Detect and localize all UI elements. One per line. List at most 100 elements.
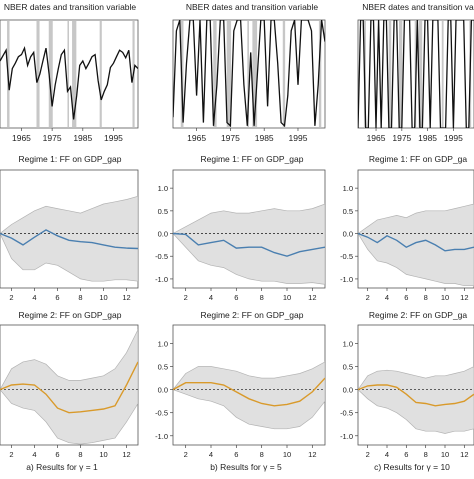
y-tick-label: 0.5 [343,207,353,216]
x-tick-label: 1985 [73,133,92,143]
panel-title: NBER dates and transition variable [4,2,137,12]
y-tick-label: -0.5 [340,252,353,261]
x-tick-label: 1995 [104,133,123,143]
x-tick-label: 1965 [367,133,386,143]
confidence-band [173,361,325,430]
recession-bar [48,20,53,128]
recession-bar [213,20,217,128]
x-tick-label: 1975 [43,133,62,143]
x-tick-label: 1985 [418,133,437,143]
impulse-response-line [173,232,325,257]
recession-bar [36,20,40,128]
y-tick-label: -1.0 [155,275,168,284]
x-tick-label: 12 [460,293,468,302]
transition-series-line [358,20,474,128]
recession-bar [252,20,258,128]
impulse-response-line [0,361,138,414]
recession-bar [99,20,102,128]
x-tick-label: 12 [122,450,130,459]
x-tick-label: 6 [55,450,59,459]
x-tick-label: 8 [260,293,264,302]
confidence-band [173,203,325,285]
x-tick-label: 4 [385,293,389,302]
panel-title: Regime 2: FF on GDP_ga [369,310,468,320]
x-tick-label: 1975 [221,133,240,143]
panel-caption: b) Results for γ = 5 [210,462,282,472]
panel-title: NBER dates and transition va [362,2,474,12]
panel-frame [357,169,474,289]
x-tick-label: 2 [9,450,13,459]
recession-bar [318,20,322,128]
y-tick-label: 0.5 [158,207,168,216]
panel-title: Regime 1: FF on GDP_ga [369,154,468,164]
x-tick-label: 12 [308,450,316,459]
impulse-response-line [0,229,138,250]
x-tick-label: 2 [184,293,188,302]
x-tick-label: 8 [424,450,428,459]
y-tick-label: 0.0 [343,230,353,239]
panel-caption: a) Results for γ = 1 [26,462,98,472]
x-tick-label: 4 [32,293,36,302]
x-tick-label: 12 [308,293,316,302]
transition-series-line [0,45,138,120]
y-tick-label: 1.0 [158,184,168,193]
recession-bar [247,20,249,128]
x-tick-label: 10 [283,293,291,302]
x-tick-label: 1965 [12,133,31,143]
y-tick-label: 1.0 [158,339,168,348]
y-tick-label: 1.0 [343,339,353,348]
x-tick-label: 12 [460,450,468,459]
x-tick-label: 6 [55,293,59,302]
x-tick-label: 8 [260,450,264,459]
y-tick-label: 0.0 [158,230,168,239]
confidence-band [358,366,474,434]
x-tick-label: 6 [404,450,408,459]
y-tick-label: 0.0 [343,386,353,395]
panel-title: Regime 1: FF on GDP_gap [19,154,122,164]
recession-bar [441,20,444,128]
y-tick-label: -1.0 [340,432,353,441]
x-tick-label: 6 [404,293,408,302]
x-tick-label: 4 [209,293,213,302]
x-tick-label: 10 [99,450,107,459]
x-tick-label: 6 [234,293,238,302]
x-tick-label: 10 [441,293,449,302]
x-tick-label: 1985 [255,133,274,143]
x-tick-label: 4 [32,450,36,459]
y-tick-label: -0.5 [155,252,168,261]
recession-bar [282,20,286,128]
x-tick-label: 2 [366,293,370,302]
x-tick-label: 1965 [187,133,206,143]
recession-bar [398,20,403,128]
recession-bar [226,20,232,128]
panel-caption: c) Results for γ = 10 [374,462,450,472]
x-tick-label: 1975 [392,133,411,143]
y-tick-label: -0.5 [155,409,168,418]
y-tick-label: 0.0 [158,386,168,395]
y-tick-label: -1.0 [340,275,353,284]
recession-bar [418,20,423,128]
x-tick-label: 8 [78,293,82,302]
x-tick-label: 4 [209,450,213,459]
transition-series-line [173,20,325,128]
x-tick-label: 2 [366,450,370,459]
x-tick-label: 4 [385,450,389,459]
panel-title: Regime 2: FF on GDP_gap [19,310,122,320]
impulse-response-line [358,232,474,252]
x-tick-label: 8 [78,450,82,459]
panel-frame [357,324,474,446]
x-tick-label: 10 [441,450,449,459]
panel-title: Regime 1: FF on GDP_gap [201,154,304,164]
x-tick-label: 8 [424,293,428,302]
panel-title: NBER dates and transition variable [186,2,319,12]
recession-bar [67,20,69,128]
y-tick-label: -1.0 [155,432,168,441]
x-tick-label: 12 [122,293,130,302]
x-tick-label: 10 [283,450,291,459]
y-tick-label: 0.5 [343,363,353,372]
x-tick-label: 2 [9,293,13,302]
confidence-band [0,195,138,282]
recession-bar [388,20,392,128]
